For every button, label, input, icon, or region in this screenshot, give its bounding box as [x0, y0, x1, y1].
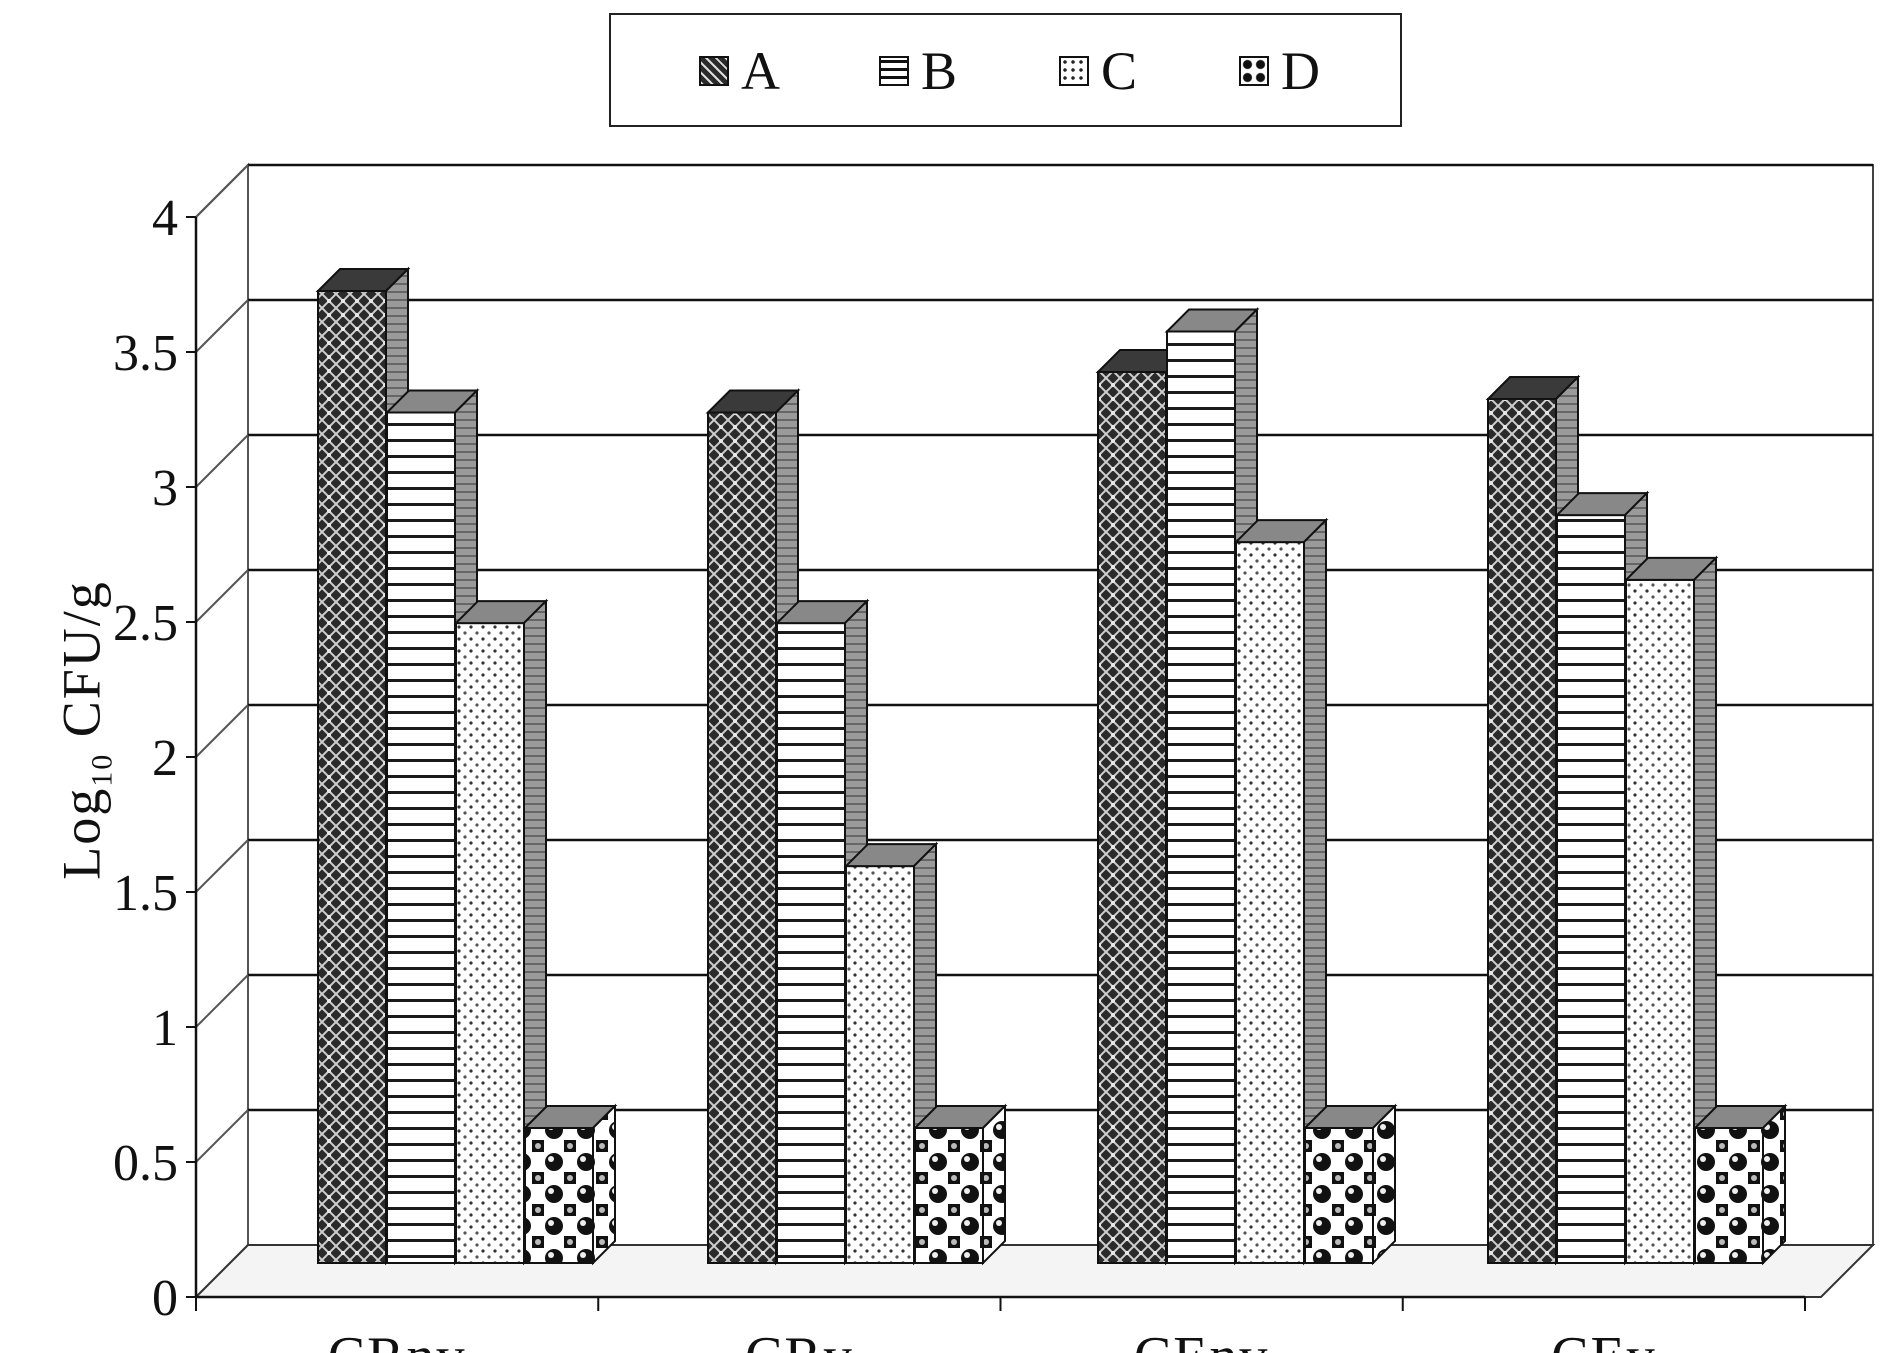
bar-front	[845, 865, 915, 1264]
y-tick-label: 1	[152, 1000, 178, 1057]
bar-CEnv-D	[1302, 1103, 1398, 1266]
bar-front	[386, 411, 456, 1264]
bar-front	[455, 622, 525, 1264]
bar-front	[317, 290, 387, 1264]
bar-CRv-D	[912, 1103, 1008, 1266]
bar-front	[1097, 371, 1167, 1264]
legend-item-c: C	[1059, 41, 1137, 101]
bar-side	[592, 1103, 616, 1266]
legend-swatch-a	[699, 56, 729, 86]
gridline-side	[195, 1109, 249, 1163]
legend-item-b: B	[879, 41, 957, 101]
y-tick-label: 0	[152, 1270, 178, 1327]
gridline-side	[195, 164, 249, 218]
x-tick-label: CEnv	[1134, 1326, 1270, 1353]
y-axis: 0 0.5 1 1.5 2 2.5 3 3.5 4	[113, 190, 198, 1327]
bar-CEv-C	[1623, 555, 1719, 1266]
y-tick-label: 0.5	[113, 1135, 178, 1192]
bar-CEv-D	[1692, 1103, 1788, 1266]
y-tick-label: 2.5	[113, 595, 178, 652]
x-tick-label: CRnv	[328, 1326, 467, 1353]
bar-CRnv-D	[522, 1103, 618, 1266]
y-axis-label-main: Log	[51, 786, 112, 880]
y-axis-label: Log10 CFU/g	[51, 580, 120, 880]
y-tick-label: 2	[152, 730, 178, 787]
gridline-side	[195, 839, 249, 893]
legend-label-a: A	[741, 41, 780, 101]
bar-side	[1372, 1103, 1396, 1266]
bar-front	[776, 622, 846, 1264]
legend-item-a: A	[699, 41, 780, 101]
bar-front	[1556, 514, 1626, 1264]
legend: A B C D	[609, 13, 1402, 127]
gridline-side	[195, 704, 249, 758]
bars	[315, 266, 1788, 1266]
bar-front	[707, 411, 777, 1264]
legend-label-b: B	[921, 41, 958, 101]
y-tick-label: 1.5	[113, 865, 178, 922]
gridline-side	[195, 299, 249, 353]
legend-label-d: D	[1281, 41, 1320, 101]
legend-swatch-d	[1239, 56, 1269, 86]
x-tick-label: CRv	[745, 1326, 854, 1353]
gridline-side	[195, 974, 249, 1028]
y-tick-label: 3.5	[113, 325, 178, 382]
bar-front	[1694, 1127, 1764, 1264]
bar-side	[1762, 1103, 1786, 1266]
x-tick-label: CEv	[1551, 1326, 1657, 1353]
bar-side	[982, 1103, 1006, 1266]
y-tick-label: 4	[152, 190, 178, 247]
x-axis: CRnv CRv CEnv CEv	[195, 1295, 1806, 1353]
bar-CRnv-C	[453, 598, 549, 1266]
bar-front	[1487, 398, 1557, 1264]
bar-front	[1235, 541, 1305, 1264]
bar-front	[1166, 330, 1236, 1264]
legend-swatch-c	[1059, 56, 1089, 86]
legend-label-c: C	[1101, 41, 1138, 101]
y-tick-label: 3	[152, 460, 178, 517]
bar-front	[1304, 1127, 1374, 1264]
bar-front	[1625, 578, 1695, 1264]
y-axis-label-sub: 10	[85, 752, 119, 787]
gridline-side	[195, 434, 249, 488]
bar-front	[524, 1127, 594, 1264]
bar-front	[914, 1127, 984, 1264]
legend-swatch-b	[879, 56, 909, 86]
legend-item-d: D	[1239, 41, 1320, 101]
gridline-side	[195, 569, 249, 623]
y-axis-label-wrap: Log10 CFU/g	[20, 530, 150, 930]
y-axis-label-rest: CFU/g	[51, 580, 112, 753]
